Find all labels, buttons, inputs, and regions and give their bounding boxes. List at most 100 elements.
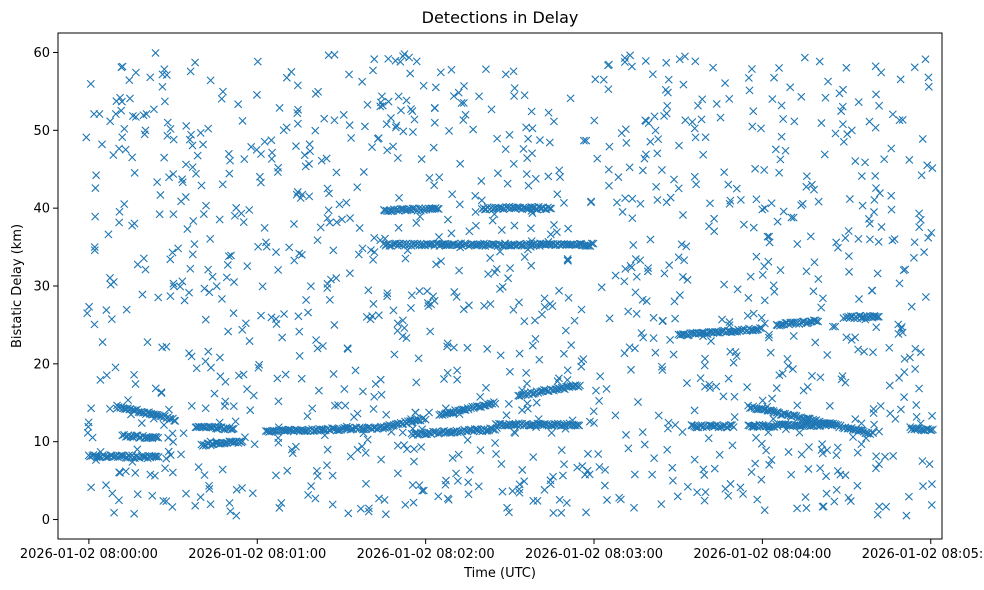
detection-point [830,497,839,506]
detection-point [226,507,235,516]
detection-point [238,483,247,492]
detection-point [524,134,533,143]
detection-point [293,109,302,118]
detection-point [374,494,383,503]
detection-point [523,399,532,408]
detection-point [918,134,927,143]
detection-point [764,330,773,339]
x-tick-label: 2026-01-02 08:02:00 [357,547,495,562]
detection-point [546,476,555,485]
detection-point [698,95,707,104]
detection-point [921,293,930,301]
detection-point [835,89,844,98]
detection-point [599,75,608,84]
detection-point [169,279,178,288]
detection-point [305,192,314,201]
detection-point [822,472,831,481]
detection-point [519,144,528,153]
detection-point [223,260,232,269]
detection-point [736,195,745,204]
detection-point [912,401,921,410]
detection-point [174,244,183,253]
detection-point [368,312,377,321]
detection-point [552,228,561,237]
detection-point [224,327,233,336]
detection-point [611,411,620,420]
detection-point [280,310,289,319]
detection-point [330,320,339,329]
detection-point [151,410,160,419]
detection-point [550,220,558,229]
detection-point [457,99,466,107]
detection-point [464,478,473,487]
detection-point [640,440,649,449]
detection-point [361,448,370,457]
detection-point [114,403,123,412]
y-tick-label: 50 [33,124,50,139]
detection-point [925,426,934,435]
detection-point [130,509,139,518]
detection-point [564,293,573,302]
detection-point [675,141,683,150]
detection-point [510,428,519,437]
detection-point [682,379,691,388]
detection-point [391,123,400,132]
detection-point [335,200,344,209]
detection-point [253,57,262,66]
detection-point [510,84,519,93]
detection-point [832,238,841,247]
detection-point [651,126,660,135]
detection-point [895,116,904,125]
detection-point [82,133,91,142]
detection-point [443,339,452,348]
detection-point [710,227,719,236]
detection-point [237,209,246,218]
detection-point [139,254,148,263]
detection-point [323,461,332,470]
detection-point [486,300,495,309]
detection-point [149,105,158,114]
detection-point [872,90,881,99]
detection-point [912,412,921,421]
detection-point [193,151,202,160]
detection-point [746,272,755,281]
detection-point [341,401,350,410]
detection-point [757,124,765,133]
detection-point [846,497,855,506]
detection-point [849,433,858,442]
detection-point [664,75,673,84]
detection-point [758,270,767,279]
detection-point [696,374,705,383]
detection-point [149,410,158,419]
detection-point [459,116,468,125]
detection-point [205,288,214,297]
detection-point [190,240,199,249]
detection-point [186,67,195,76]
detection-point [146,470,155,479]
detection-point [115,218,124,227]
detection-point [258,282,267,291]
detection-point [682,242,691,251]
detection-point [206,363,215,372]
detection-point [267,136,276,145]
detection-point [143,338,152,347]
detection-point [155,210,164,219]
detection-point [415,481,424,490]
detection-point [818,449,827,458]
detection-point [238,325,247,334]
detection-point [224,252,233,261]
detection-point [164,405,173,414]
detection-point [767,455,776,464]
detection-point [465,465,474,474]
detection-point [624,307,633,316]
detection-point [660,269,669,278]
detection-point [603,495,612,504]
detection-point [597,283,606,292]
detection-point [650,112,659,121]
detection-point [90,246,99,255]
detection-point [291,442,300,451]
detection-point [875,101,884,110]
detection-point [220,402,229,411]
detection-point [491,439,500,448]
detection-point [902,511,911,520]
